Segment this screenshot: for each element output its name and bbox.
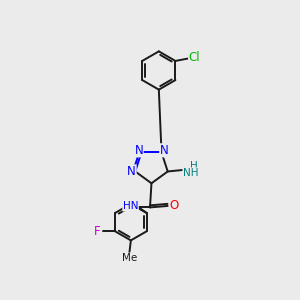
Text: Cl: Cl: [189, 52, 200, 64]
Text: Me: Me: [122, 253, 137, 263]
Text: NH: NH: [183, 168, 198, 178]
Text: F: F: [94, 225, 101, 238]
Text: N: N: [160, 144, 169, 157]
Text: O: O: [169, 200, 179, 212]
Text: H: H: [190, 160, 197, 171]
Text: N: N: [134, 144, 143, 157]
Text: N: N: [127, 165, 136, 178]
Text: HN: HN: [123, 201, 138, 211]
